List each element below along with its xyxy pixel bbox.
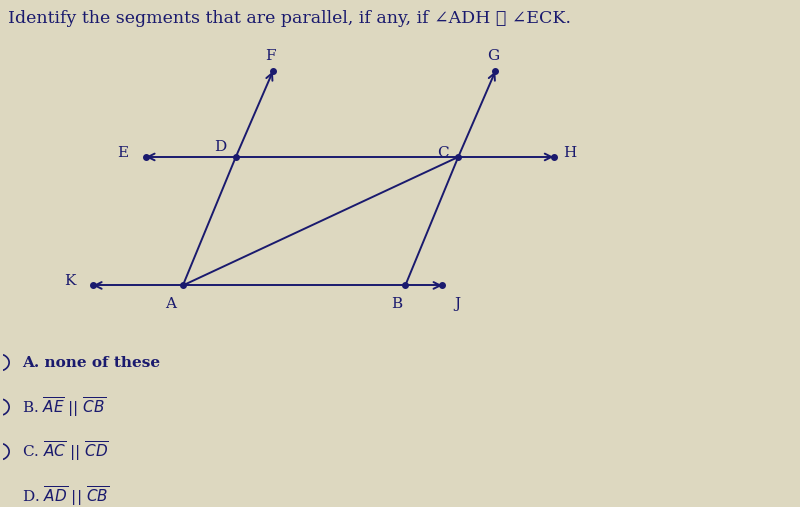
Text: J: J <box>454 297 460 311</box>
Text: E: E <box>117 146 128 160</box>
Text: K: K <box>64 274 75 288</box>
Text: G: G <box>487 49 499 63</box>
Text: A: A <box>165 297 176 311</box>
Text: A. none of these: A. none of these <box>22 355 160 370</box>
Text: C: C <box>438 146 450 160</box>
Text: B: B <box>391 297 402 311</box>
Text: Identify the segments that are parallel, if any, if ∠ADH ≅ ∠ECK.: Identify the segments that are parallel,… <box>8 10 571 27</box>
Text: F: F <box>266 49 276 63</box>
Text: D: D <box>214 139 226 154</box>
Text: D. $\overline{AD}$ || $\overline{CB}$: D. $\overline{AD}$ || $\overline{CB}$ <box>22 484 109 507</box>
Text: B. $\overline{AE}$ || $\overline{CB}$: B. $\overline{AE}$ || $\overline{CB}$ <box>22 395 106 419</box>
Text: H: H <box>563 146 576 160</box>
Text: C. $\overline{AC}$ || $\overline{CD}$: C. $\overline{AC}$ || $\overline{CD}$ <box>22 440 109 463</box>
